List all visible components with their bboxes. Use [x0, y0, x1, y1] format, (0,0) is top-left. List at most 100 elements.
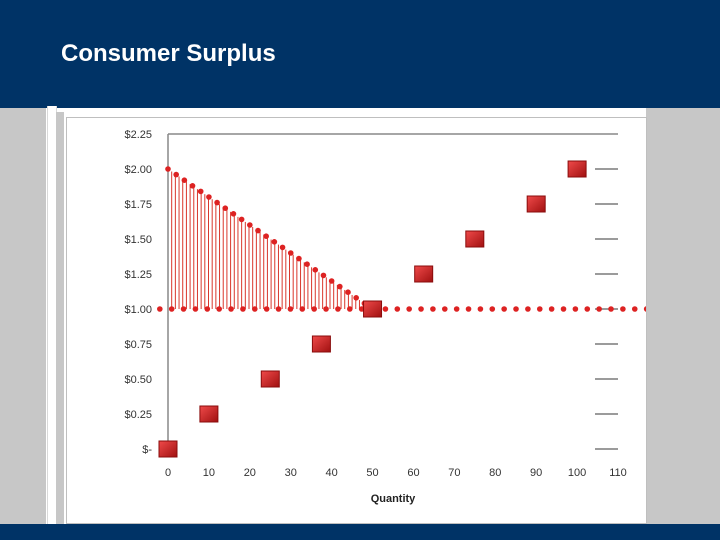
- line-dot: [584, 306, 591, 312]
- x-tick-label: 40: [326, 467, 338, 479]
- line-dot: [312, 267, 319, 273]
- line-dot: [304, 261, 310, 267]
- line-dot: [271, 239, 278, 245]
- line-dot: [536, 306, 543, 312]
- line-dot: [173, 171, 179, 178]
- x-tick-label: 60: [407, 467, 419, 479]
- line-dot: [620, 306, 626, 312]
- x-tick-label: 90: [530, 467, 542, 479]
- line-dot: [328, 278, 335, 284]
- x-tick-label: 20: [244, 467, 256, 479]
- line-dot: [287, 306, 294, 312]
- x-tick-label: 70: [448, 467, 460, 479]
- line-dot: [157, 306, 163, 312]
- line-dot: [240, 306, 246, 312]
- line-dot: [525, 306, 531, 312]
- line-dot: [287, 250, 294, 256]
- line-dot: [181, 177, 188, 183]
- line-dot: [501, 306, 507, 312]
- line-dot: [453, 306, 460, 312]
- y-tick-label: $0.50: [124, 374, 152, 386]
- x-axis-title: Quantity: [371, 493, 416, 505]
- line-dot: [346, 306, 353, 312]
- y-tick-label: $2.00: [124, 164, 152, 176]
- line-dot: [216, 306, 222, 312]
- line-dot: [222, 205, 229, 211]
- line-dot: [643, 306, 646, 312]
- supply-markers: [158, 160, 587, 458]
- line-dot: [228, 306, 234, 312]
- line-dot: [275, 306, 282, 312]
- left-decor-band: [0, 108, 46, 524]
- line-dot: [323, 306, 329, 312]
- x-tick-labels: 0 10 20 30 40 50 60 70 80 90 100 110: [165, 467, 627, 479]
- line-dot: [247, 222, 253, 228]
- line-dot: [192, 306, 199, 312]
- line-dot: [596, 306, 602, 312]
- line-dot: [320, 272, 327, 279]
- y-tick-label: $1.25: [124, 269, 152, 281]
- line-dot: [394, 306, 401, 312]
- line-dot: [189, 183, 196, 189]
- supply-marker: [567, 160, 587, 178]
- y-tick-label: $-: [142, 444, 152, 456]
- line-dot: [513, 306, 519, 312]
- line-dot: [296, 255, 302, 262]
- x-tick-label: 10: [203, 467, 215, 479]
- line-dot: [238, 216, 245, 223]
- x-tick-label: 100: [568, 467, 586, 479]
- line-dot: [204, 306, 211, 312]
- line-dot: [418, 306, 424, 312]
- y-tick-label: $1.00: [124, 304, 152, 316]
- x-tick-label: 30: [285, 467, 297, 479]
- line-dot: [230, 211, 237, 217]
- line-dot: [345, 289, 351, 295]
- y-tick-labels: $- $0.25 $0.50 $0.75 $1.00 $1.25 $1.50 $1.75 $2.…: [124, 129, 152, 456]
- line-dot: [255, 227, 261, 234]
- line-dot: [214, 199, 220, 206]
- line-dot: [382, 306, 389, 312]
- line-dot: [335, 306, 341, 312]
- chart-panel: $- $0.25 $0.50 $0.75 $1.00 $1.25 $1.50 $1.75 $2.…: [66, 117, 647, 524]
- line-dot: [263, 306, 270, 312]
- line-dot: [168, 306, 175, 312]
- line-dot: [465, 306, 472, 312]
- y-tick-label: $2.25: [124, 129, 152, 141]
- line-dot: [441, 306, 448, 312]
- supply-marker: [526, 195, 546, 213]
- x-tick-label: 110: [609, 467, 627, 479]
- line-dot: [180, 306, 187, 312]
- supply-marker: [363, 300, 383, 318]
- line-dot: [165, 166, 171, 172]
- line-dot: [263, 233, 269, 239]
- supply-marker: [158, 440, 178, 458]
- line-dot: [311, 306, 317, 312]
- line-dot: [560, 306, 567, 312]
- supply-marker: [465, 230, 485, 248]
- y-tick-label: $0.75: [124, 339, 152, 351]
- slide-footer: [0, 524, 720, 540]
- line-dot: [548, 306, 555, 312]
- line-dot: [572, 306, 579, 312]
- line-dot: [430, 306, 436, 312]
- line-dot: [406, 306, 412, 312]
- line-dot: [252, 306, 258, 312]
- surplus-area: [167, 169, 371, 309]
- line-dot: [489, 306, 496, 312]
- x-tick-label: 50: [366, 467, 378, 479]
- line-dot: [337, 283, 343, 290]
- slide-title: Consumer Surplus: [61, 40, 276, 67]
- line-dot: [197, 188, 204, 195]
- line-dot: [608, 306, 614, 312]
- supply-marker: [199, 405, 219, 423]
- y-tick-label: $0.25: [124, 409, 152, 421]
- line-dot: [631, 306, 638, 312]
- supply-marker: [414, 265, 434, 283]
- supply-marker: [311, 335, 331, 353]
- x-tick-label: 0: [165, 467, 171, 479]
- y-tick-label: $1.50: [124, 234, 152, 246]
- line-dot: [353, 295, 359, 301]
- left-decor-band-inner: [56, 112, 64, 524]
- x-tick-label: 80: [489, 467, 501, 479]
- line-dot: [477, 306, 484, 312]
